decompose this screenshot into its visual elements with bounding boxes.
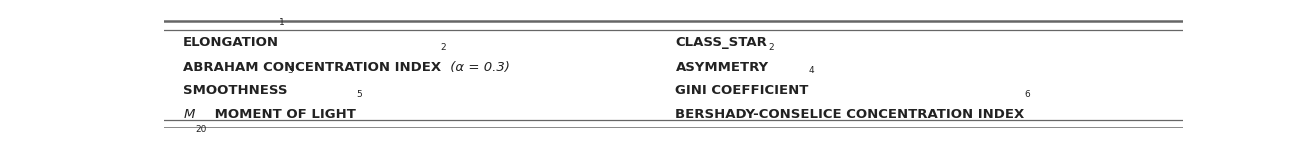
Text: 6: 6	[1025, 90, 1030, 99]
Text: ASYMMETRY: ASYMMETRY	[675, 61, 769, 74]
Text: $\mathit{M}$: $\mathit{M}$	[183, 108, 196, 121]
Text: 5: 5	[356, 90, 361, 99]
Text: GINI COEFFICIENT: GINI COEFFICIENT	[675, 84, 809, 97]
Text: (α = 0.3): (α = 0.3)	[447, 61, 510, 74]
Text: 3: 3	[286, 66, 293, 75]
Text: BERSHADY-CONSELICE CONCENTRATION INDEX: BERSHADY-CONSELICE CONCENTRATION INDEX	[675, 108, 1025, 121]
Text: CLASS_STAR: CLASS_STAR	[675, 36, 767, 49]
Text: 20: 20	[196, 125, 208, 134]
Text: 2: 2	[440, 43, 447, 52]
Text: ABRAHAM CONCENTRATION INDEX: ABRAHAM CONCENTRATION INDEX	[183, 61, 440, 74]
Text: SMOOTHNESS: SMOOTHNESS	[183, 84, 286, 97]
Text: 2: 2	[769, 43, 774, 52]
Text: ELONGATION: ELONGATION	[183, 36, 279, 49]
Text: 1: 1	[279, 18, 284, 27]
Text: 4: 4	[809, 66, 815, 75]
Text: MOMENT OF LIGHT: MOMENT OF LIGHT	[210, 108, 356, 121]
